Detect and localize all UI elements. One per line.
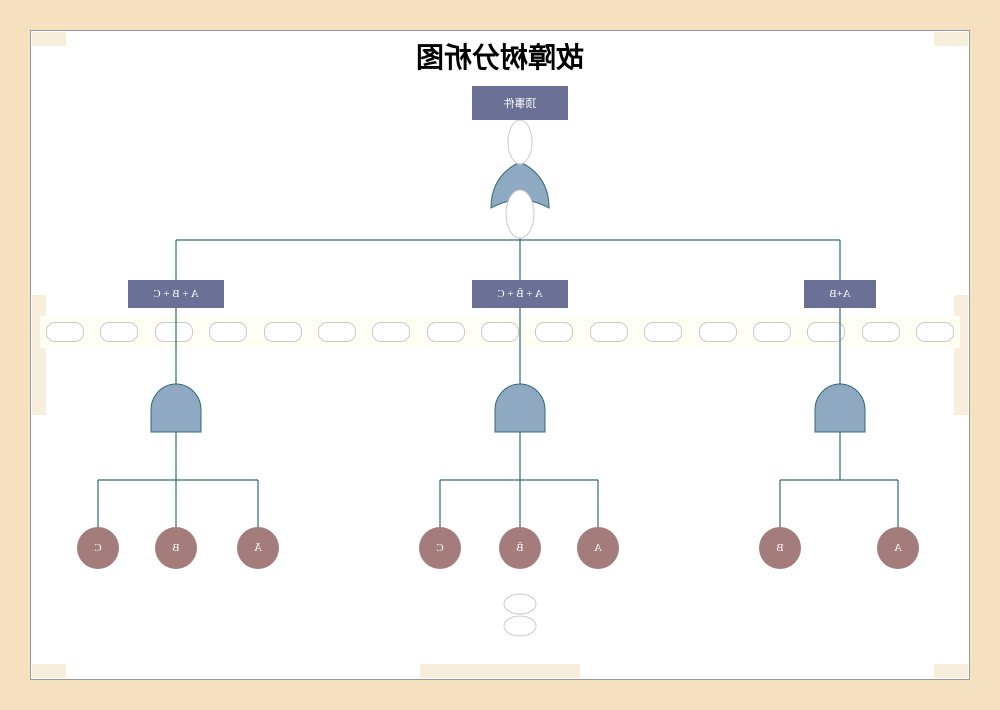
basic-event-r_a: A: [877, 527, 919, 569]
basic-event-m_c: C: [419, 527, 461, 569]
and-gate-icon: [151, 384, 201, 432]
event-box-left: A + B + C: [128, 280, 224, 308]
deco-ellipse: [506, 190, 534, 238]
basic-event-l_ab: Ā: [237, 527, 279, 569]
basic-event-l_c: C: [77, 527, 119, 569]
basic-event-m_a: A: [577, 527, 619, 569]
and-gate-icon: [495, 384, 545, 432]
deco-ellipse: [504, 616, 536, 636]
event-box-top: 顶事件: [472, 86, 568, 120]
event-box-right: A+B: [804, 280, 876, 308]
event-box-middle: A + B̄ + C: [472, 280, 568, 308]
and-gate-icon: [815, 384, 865, 432]
deco-ellipse: [508, 120, 532, 164]
basic-event-m_bb: B̄: [499, 527, 541, 569]
basic-event-r_b: B: [759, 527, 801, 569]
wiring-layer: [30, 30, 970, 680]
deco-ellipse: [504, 594, 536, 614]
basic-event-l_b: B: [155, 527, 197, 569]
